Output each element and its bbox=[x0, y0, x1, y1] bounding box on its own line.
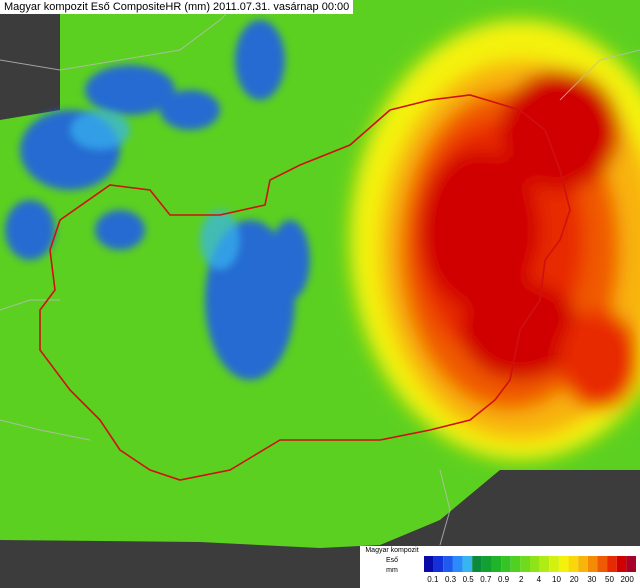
legend-swatch bbox=[578, 556, 588, 572]
country-borders bbox=[0, 0, 640, 546]
legend-label: 0.3 bbox=[445, 575, 457, 584]
legend-label: 0.7 bbox=[480, 575, 492, 584]
legend-swatch bbox=[462, 556, 473, 572]
legend-label: 2 bbox=[519, 575, 524, 584]
legend-swatch bbox=[452, 556, 463, 572]
legend-label: 4 bbox=[537, 575, 542, 584]
legend-swatch bbox=[491, 556, 502, 572]
legend-swatch bbox=[472, 556, 482, 572]
legend-label: 0.1 bbox=[427, 575, 439, 584]
legend-label: 30 bbox=[587, 575, 596, 584]
legend-swatch bbox=[616, 556, 627, 572]
legend: Magyar kompozit Eső mm 0.1 0.3 0.5 0.7 0.9 2 4… bbox=[360, 546, 640, 588]
title-bar: Magyar kompozit Eső CompositeHR (mm) 201… bbox=[0, 0, 354, 14]
legend-swatch bbox=[607, 556, 617, 572]
light-rain bbox=[5, 20, 310, 380]
legend-line: Eső bbox=[385, 557, 399, 564]
legend-swatch bbox=[501, 556, 511, 572]
hungary-border bbox=[39, 94, 571, 481]
legend-swatch bbox=[539, 556, 550, 572]
legend-swatch bbox=[549, 556, 559, 572]
legend-swatch bbox=[433, 556, 444, 572]
legend-swatch bbox=[626, 556, 636, 572]
legend-swatch bbox=[597, 556, 608, 572]
legend-swatch bbox=[587, 556, 598, 572]
legend-scale: 0.1 0.3 0.5 0.7 0.9 2 4 10 20 30 50 200 bbox=[424, 556, 636, 584]
heavy-rain bbox=[350, 20, 640, 460]
legend-label: 200 bbox=[620, 575, 634, 584]
legend-label: 0.5 bbox=[463, 575, 475, 584]
legend-label: 0.9 bbox=[498, 575, 510, 584]
legend-line: mm bbox=[386, 567, 398, 574]
legend-label: 50 bbox=[605, 575, 614, 584]
legend-swatch bbox=[520, 556, 530, 572]
legend-line: Magyar kompozit bbox=[365, 547, 419, 554]
legend-swatch bbox=[443, 556, 453, 572]
legend-swatch bbox=[481, 556, 492, 572]
legend-swatch bbox=[510, 556, 521, 572]
legend-swatch bbox=[530, 556, 540, 572]
legend-swatch bbox=[424, 556, 434, 572]
legend-swatch bbox=[568, 556, 579, 572]
legend-label: 10 bbox=[552, 575, 561, 584]
legend-swatch bbox=[558, 556, 569, 572]
legend-label: 20 bbox=[570, 575, 579, 584]
